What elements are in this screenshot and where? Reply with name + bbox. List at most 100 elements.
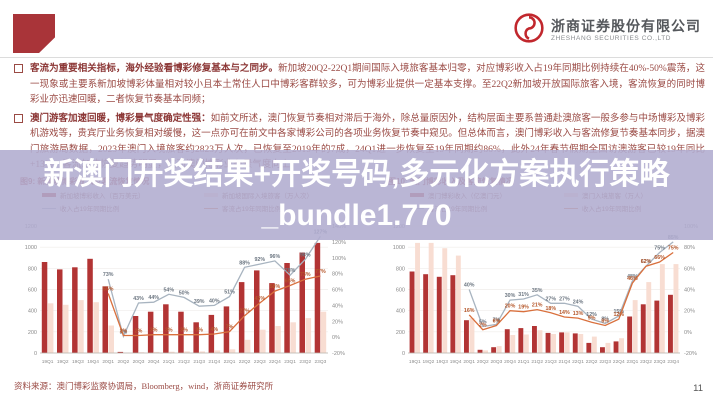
svg-text:73%: 73%	[103, 272, 114, 278]
svg-text:62%: 62%	[641, 259, 652, 265]
svg-text:23Q2: 23Q2	[299, 359, 311, 365]
svg-text:23Q1: 23Q1	[284, 359, 296, 365]
svg-text:43%: 43%	[133, 296, 144, 302]
svg-text:5%: 5%	[479, 320, 487, 326]
svg-text:78%: 78%	[285, 268, 296, 274]
svg-text:22Q2: 22Q2	[586, 359, 598, 365]
svg-text:22Q2: 22Q2	[239, 359, 251, 365]
svg-text:21Q3: 21Q3	[545, 359, 557, 365]
svg-text:19Q1: 19Q1	[42, 359, 54, 365]
svg-text:21Q3: 21Q3	[193, 359, 205, 365]
svg-text:20Q2: 20Q2	[477, 359, 489, 365]
svg-text:0%: 0%	[332, 335, 340, 341]
page-number: 11	[693, 383, 703, 394]
svg-text:2%: 2%	[135, 329, 143, 335]
svg-text:120%: 120%	[332, 240, 346, 246]
company-name-cn: 浙商证券股份有限公司	[551, 18, 701, 35]
svg-text:2%: 2%	[479, 323, 487, 329]
svg-text:27%: 27%	[239, 309, 250, 315]
svg-text:20Q1: 20Q1	[463, 359, 475, 365]
svg-text:27%: 27%	[559, 296, 570, 302]
svg-text:800: 800	[396, 266, 405, 272]
svg-text:51%: 51%	[224, 290, 235, 296]
svg-text:88%: 88%	[239, 260, 250, 266]
svg-text:23Q2: 23Q2	[640, 359, 652, 365]
header-divider	[0, 57, 713, 58]
svg-text:3%: 3%	[150, 328, 158, 334]
svg-text:75%: 75%	[654, 246, 665, 252]
svg-text:1000: 1000	[25, 245, 37, 251]
svg-text:98%: 98%	[300, 252, 311, 258]
svg-text:21Q4: 21Q4	[208, 359, 220, 365]
svg-text:66%: 66%	[654, 255, 665, 261]
svg-text:22Q1: 22Q1	[572, 359, 584, 365]
figure-10: 图10: 澳门博彩收入及客流恢复情况 澳门博彩收入（亿澳门元）澳门入境旅客（万人…	[382, 176, 708, 366]
svg-text:20%: 20%	[332, 319, 343, 325]
svg-text:40%: 40%	[209, 298, 220, 304]
svg-text:20Q3: 20Q3	[133, 359, 145, 365]
svg-text:23Q3: 23Q3	[654, 359, 666, 365]
svg-text:48%: 48%	[627, 274, 638, 280]
svg-text:22Q4: 22Q4	[613, 359, 625, 365]
svg-text:9%: 9%	[588, 315, 596, 321]
svg-text:20Q3: 20Q3	[491, 359, 503, 365]
svg-text:18%: 18%	[545, 306, 556, 312]
svg-text:6%: 6%	[493, 319, 501, 325]
svg-text:21%: 21%	[532, 303, 543, 309]
svg-text:20Q4: 20Q4	[504, 359, 516, 365]
svg-text:22Q4: 22Q4	[269, 359, 281, 365]
svg-text:21Q2: 21Q2	[178, 359, 190, 365]
bullet-square-icon	[14, 64, 23, 73]
svg-text:44%: 44%	[148, 295, 159, 301]
svg-text:200: 200	[28, 330, 37, 336]
svg-text:22Q3: 22Q3	[254, 359, 266, 365]
overlay-banner-text: 新澳门开奖结果+开奖号码,多元化方案执行策略_bundle1.770	[43, 158, 670, 232]
svg-text:0%: 0%	[684, 330, 692, 336]
svg-text:39%: 39%	[194, 299, 205, 305]
bullet-item-1: 客流为重要相关指标，海外经验看博彩修复基本与之同步。新加坡20Q2-22Q1期间…	[14, 62, 705, 109]
bullet-square-icon	[14, 113, 23, 123]
svg-text:0: 0	[34, 351, 37, 357]
svg-text:19Q4: 19Q4	[87, 359, 99, 365]
bullet-1-body: 新加坡20Q2-22Q1期间国际入境旅客基本归零，对应博彩收入占19年同期比例持…	[30, 64, 705, 105]
svg-text:19Q2: 19Q2	[423, 359, 435, 365]
svg-text:24%: 24%	[573, 299, 584, 305]
svg-text:15%: 15%	[613, 309, 624, 315]
svg-text:80%: 80%	[684, 245, 695, 251]
svg-text:4%: 4%	[210, 327, 218, 333]
svg-text:60%: 60%	[332, 288, 343, 294]
svg-text:14%: 14%	[559, 310, 570, 316]
corner-red-mark	[13, 14, 55, 53]
svg-text:0: 0	[402, 351, 405, 357]
svg-text:7%: 7%	[493, 317, 501, 323]
svg-text:77%: 77%	[315, 269, 326, 275]
svg-text:400: 400	[396, 309, 405, 315]
svg-text:43%: 43%	[254, 296, 265, 302]
company-name-en: ZHESHANG SECURITIES CO.,LTD	[551, 34, 672, 42]
svg-text:20%: 20%	[505, 304, 516, 310]
svg-text:-20%: -20%	[684, 351, 697, 357]
svg-text:19Q3: 19Q3	[72, 359, 84, 365]
svg-text:35%: 35%	[532, 288, 543, 294]
svg-text:50%: 50%	[179, 290, 190, 296]
svg-text:21Q1: 21Q1	[163, 359, 175, 365]
svg-text:200: 200	[396, 330, 405, 336]
svg-text:20Q4: 20Q4	[148, 359, 160, 365]
svg-text:12%: 12%	[613, 312, 624, 318]
svg-text:-20%: -20%	[332, 351, 345, 357]
svg-text:20%: 20%	[684, 309, 695, 315]
source-note: 资料来源：澳门博彩监察协调局，Bloomberg，wind，浙商证券研究所	[14, 381, 274, 391]
svg-text:20Q2: 20Q2	[118, 359, 130, 365]
svg-text:54%: 54%	[163, 287, 174, 293]
svg-text:23Q1: 23Q1	[627, 359, 639, 365]
svg-text:8%: 8%	[601, 316, 609, 322]
svg-text:80%: 80%	[332, 272, 343, 278]
swirl-ring-icon	[513, 12, 545, 49]
svg-text:100%: 100%	[332, 256, 346, 262]
svg-text:96%: 96%	[270, 254, 281, 260]
svg-text:800: 800	[28, 266, 37, 272]
svg-text:60%: 60%	[684, 266, 695, 272]
svg-text:75%: 75%	[668, 246, 679, 252]
svg-text:40%: 40%	[332, 303, 343, 309]
